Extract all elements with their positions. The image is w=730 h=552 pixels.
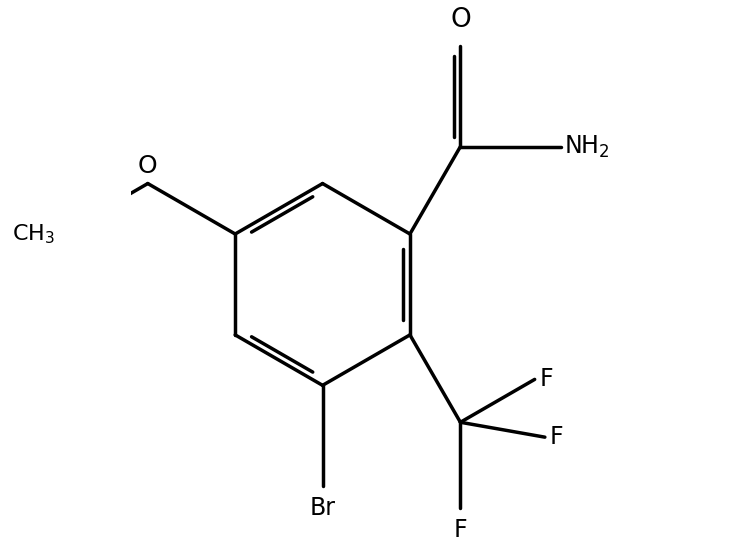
Text: F: F xyxy=(550,425,564,449)
Text: NH$_2$: NH$_2$ xyxy=(564,134,610,160)
Text: F: F xyxy=(539,368,553,391)
Text: O: O xyxy=(450,7,471,33)
Text: Br: Br xyxy=(310,496,336,521)
Text: CH$_3$: CH$_3$ xyxy=(12,222,55,246)
Text: O: O xyxy=(138,155,158,178)
Text: F: F xyxy=(453,518,467,542)
